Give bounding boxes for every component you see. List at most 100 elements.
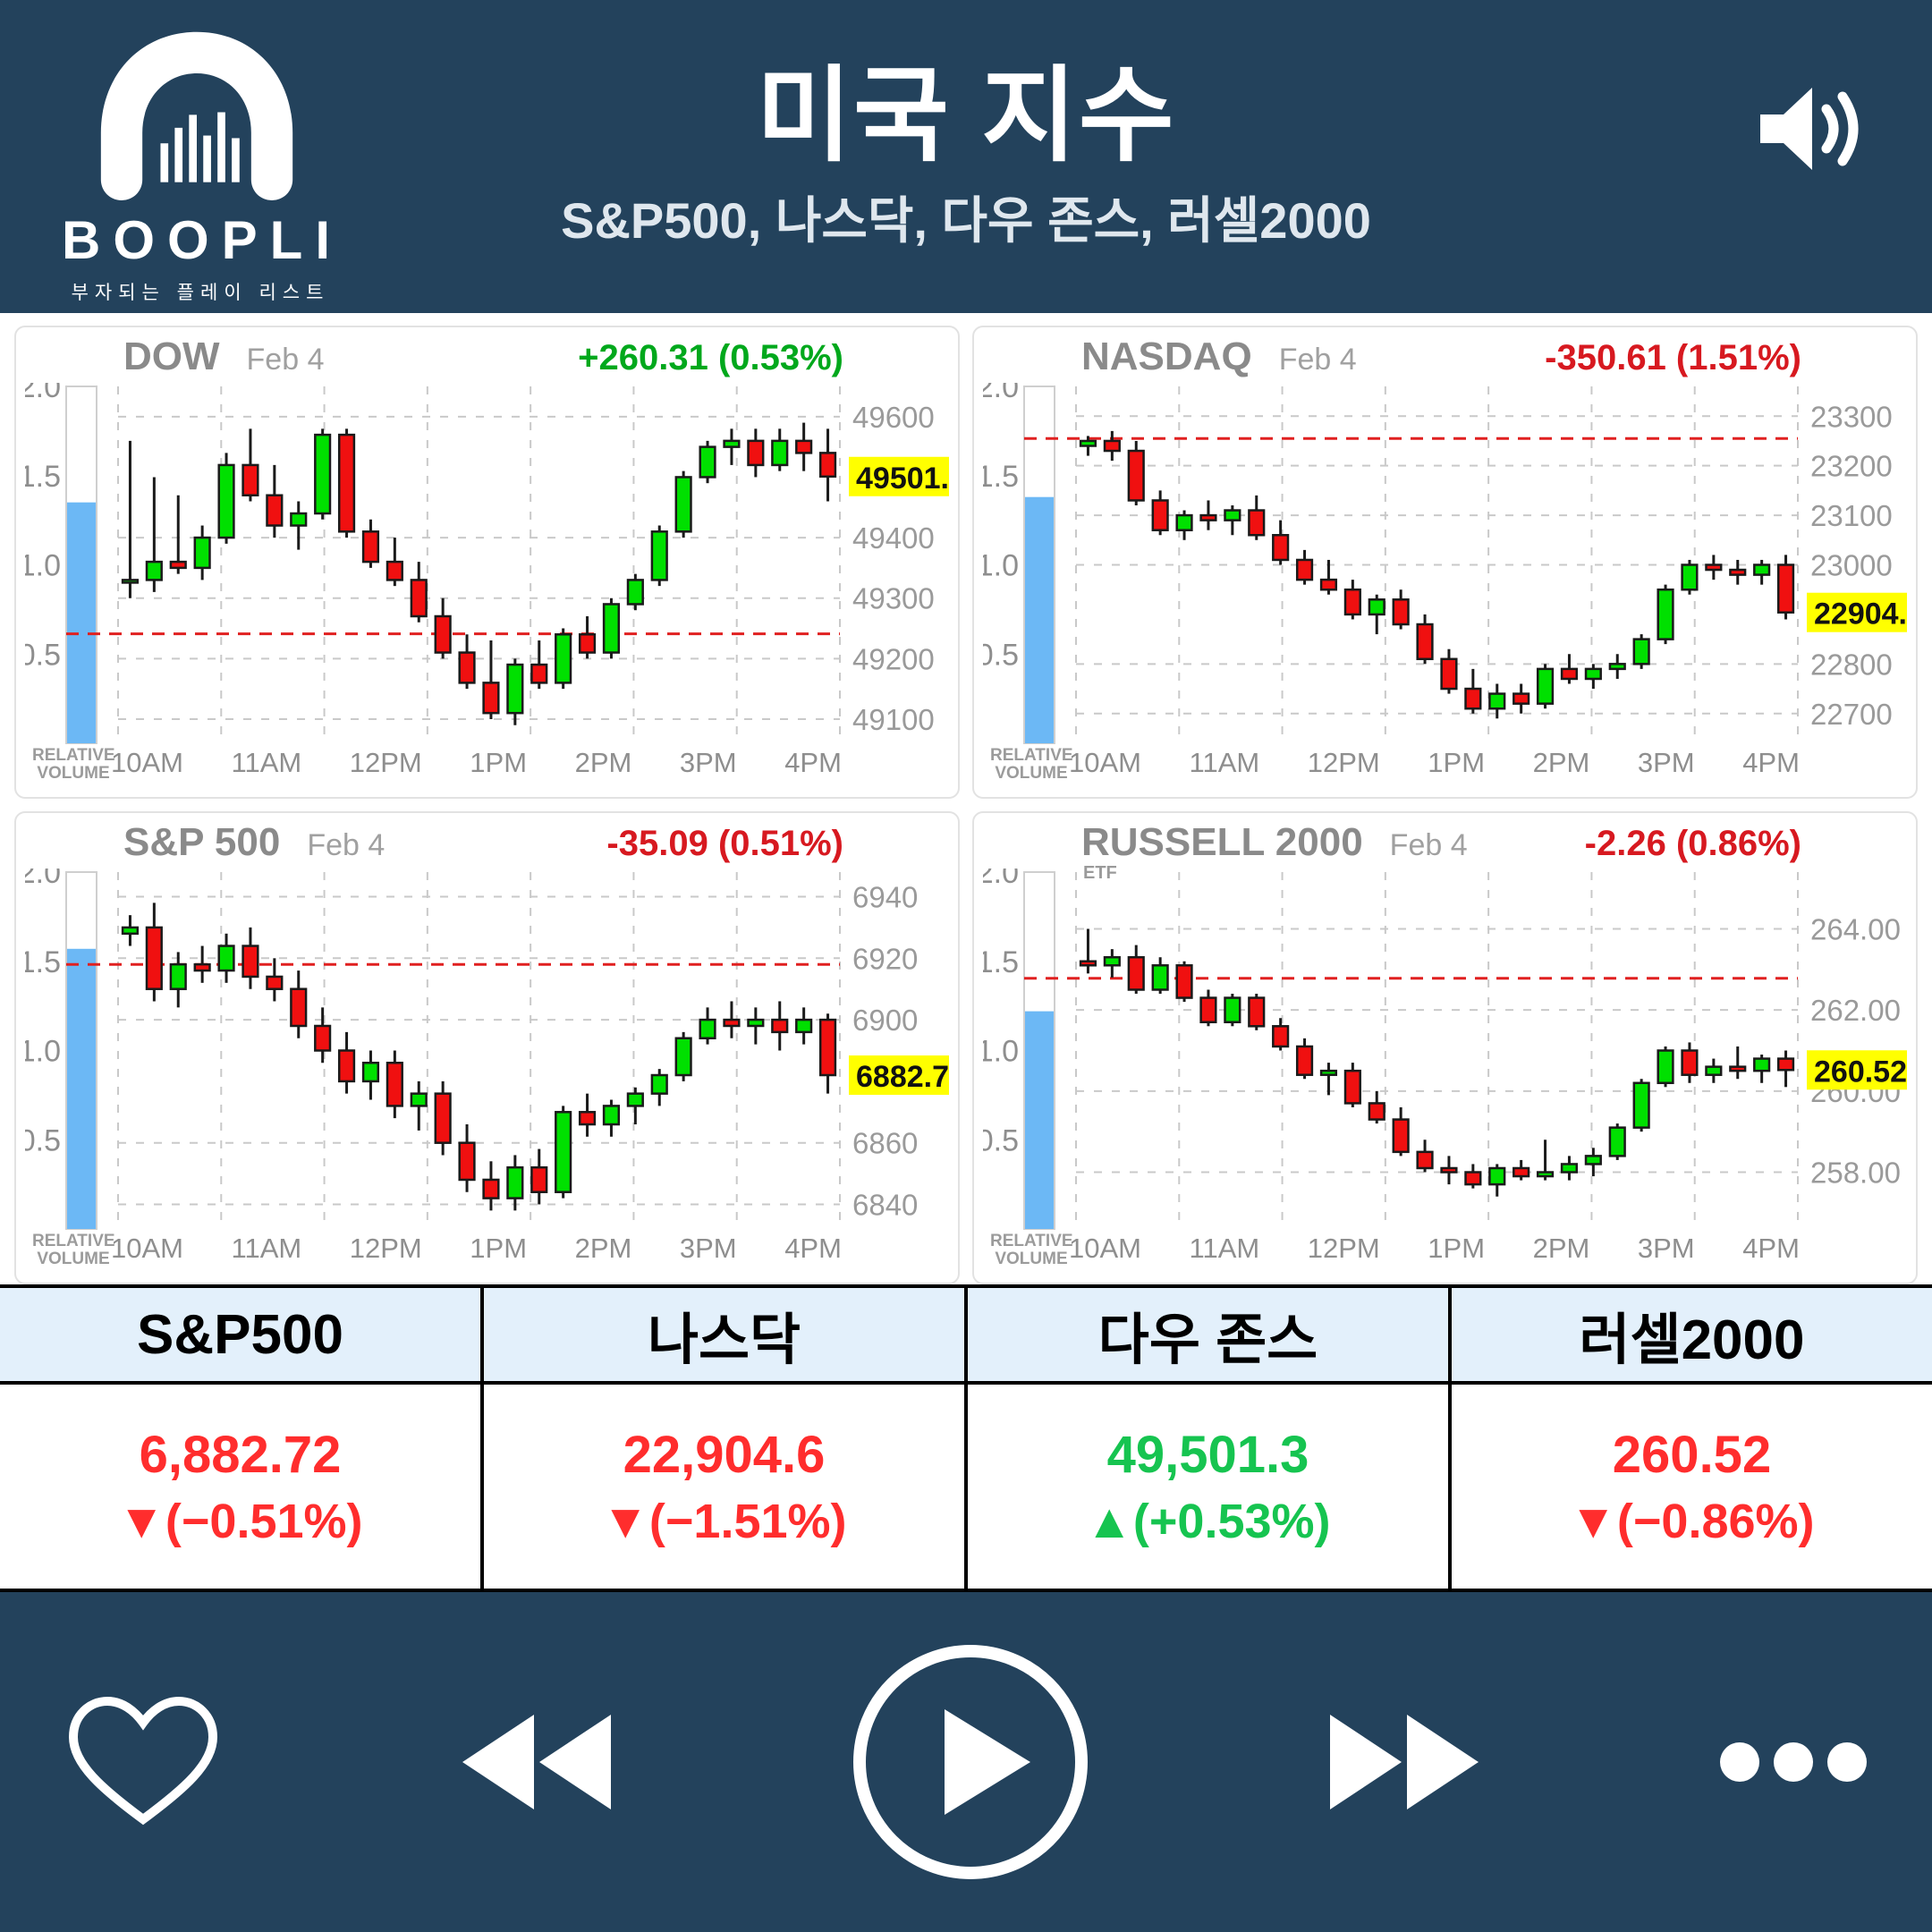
plot-area: 2.0 1.5 1.0 0.5 49600 49400 49300 49200 49100 495…: [25, 383, 949, 747]
relative-volume-label: RELATIVE VOLUME: [990, 746, 1073, 783]
svg-text:1.5: 1.5: [983, 460, 1019, 494]
panel-date: Feb 4: [246, 343, 325, 377]
svg-text:6840: 6840: [852, 1188, 918, 1221]
relative-volume-label: RELATIVE VOLUME: [990, 1232, 1073, 1268]
x-tick: 11AM: [231, 747, 302, 778]
x-tick: 12PM: [349, 1233, 422, 1264]
svg-text:22800: 22800: [1810, 648, 1893, 681]
table-header-cell: S&P500: [0, 1288, 480, 1381]
svg-text:2.0: 2.0: [25, 869, 61, 890]
table-row: 49,501.3 ▲(+0.53%): [968, 1385, 1448, 1589]
svg-text:2.0: 2.0: [983, 869, 1019, 890]
heart-icon: [68, 1696, 218, 1826]
chart-panel-russell2000[interactable]: RUSSELL 2000 Feb 4 -2.26 (0.86%) ETF 2.0…: [972, 811, 1918, 1284]
panel-change: +260.31 (0.53%): [578, 338, 843, 377]
x-tick: 1PM: [470, 1233, 528, 1264]
x-tick: 3PM: [679, 1233, 737, 1264]
relative-volume-label: RELATIVE VOLUME: [32, 746, 115, 783]
svg-text:49400: 49400: [852, 521, 935, 555]
candlestick-chart: 2.0 1.5 1.0 0.5 23300 23200 23100 23000 22800 227…: [983, 383, 1907, 744]
rewind-icon: [462, 1715, 611, 1809]
fast-forward-icon: [1330, 1715, 1479, 1809]
x-tick: 4PM: [784, 1233, 842, 1264]
x-tick: 3PM: [1637, 747, 1695, 778]
table-row: 22,904.6 ▼(−1.51%): [484, 1385, 964, 1589]
svg-text:260.52: 260.52: [1814, 1055, 1907, 1089]
table-value: 49,501.3: [1106, 1425, 1309, 1484]
next-button[interactable]: [1319, 1704, 1489, 1820]
x-tick: 12PM: [349, 747, 422, 778]
svg-text:0.5: 0.5: [983, 1123, 1019, 1157]
svg-text:0.5: 0.5: [25, 1123, 61, 1157]
candlestick-chart: 2.01.51.00.5264.00262.00260.00258.00260.…: [983, 869, 1907, 1230]
charts-grid: DOW Feb 4 +260.31 (0.53%) 2.0 1.5 1.0 0.5 49…: [0, 313, 1932, 1284]
x-tick: 2PM: [1532, 1233, 1590, 1264]
panel-date: Feb 4: [307, 828, 386, 862]
x-tick-list: 10AM 11AM 12PM 1PM 2PM 3PM 4PM: [1069, 747, 1800, 779]
svg-text:49300: 49300: [852, 582, 935, 615]
x-tick: 2PM: [1532, 747, 1590, 778]
panel-title: S&P 500: [123, 820, 281, 864]
more-button[interactable]: [1717, 1740, 1869, 1784]
x-tick: 12PM: [1307, 747, 1380, 778]
x-axis: RELATIVE VOLUME 10AM 11AM 12PM 1PM 2PM 3P…: [983, 1233, 1907, 1279]
table-change: ▼(−1.51%): [601, 1494, 847, 1548]
chart-panel-dow[interactable]: DOW Feb 4 +260.31 (0.53%) 2.0 1.5 1.0 0.5 49…: [14, 326, 960, 799]
svg-text:22904.6: 22904.6: [1814, 597, 1907, 631]
panel-header: DOW Feb 4 +260.31 (0.53%): [25, 335, 949, 383]
plot-area: 2.0 1.5 1.0 0.5 23300 23200 23100 23000 22800 227…: [983, 383, 1907, 747]
plot-area: 2.0 1.5 1.0 0.5 264.00 262.00 260.00 258.00 260.…: [983, 869, 1907, 1233]
svg-text:6920: 6920: [852, 942, 918, 975]
panel-subtitle: ETF: [1083, 863, 1117, 883]
table-row: 6,882.72 ▼(−0.51%): [0, 1385, 480, 1589]
x-tick: 4PM: [1742, 1233, 1800, 1264]
more-dots-icon: [1720, 1742, 1867, 1782]
svg-text:0.5: 0.5: [25, 638, 61, 672]
panel-change: -2.26 (0.86%): [1584, 824, 1801, 863]
svg-text:264.00: 264.00: [1810, 912, 1901, 945]
x-tick: 10AM: [1069, 1233, 1141, 1264]
x-tick: 11AM: [1189, 747, 1260, 778]
x-tick: 4PM: [784, 747, 842, 778]
x-tick: 11AM: [231, 1233, 302, 1264]
svg-text:1.5: 1.5: [983, 945, 1019, 979]
table-header-cell: 다우 존스: [968, 1288, 1448, 1381]
svg-text:258.00: 258.00: [1810, 1157, 1901, 1190]
like-button[interactable]: [63, 1690, 224, 1834]
x-axis: RELATIVE VOLUME 10AM 11AM 12PM 1PM 2PM 3P…: [25, 747, 949, 793]
play-button[interactable]: [850, 1641, 1091, 1883]
x-tick: 1PM: [470, 747, 528, 778]
svg-text:1.0: 1.0: [25, 1035, 61, 1069]
summary-table: S&P500 6,882.72 ▼(−0.51%) 나스닥 22,904.6 ▼…: [0, 1284, 1932, 1592]
x-tick: 2PM: [574, 1233, 632, 1264]
table-value: 22,904.6: [623, 1425, 826, 1484]
svg-text:23300: 23300: [1810, 400, 1893, 433]
table-column-sp500: S&P500 6,882.72 ▼(−0.51%): [0, 1288, 480, 1589]
table-change: ▼(−0.86%): [1569, 1494, 1815, 1548]
previous-button[interactable]: [452, 1704, 622, 1820]
table-value: 6,882.72: [139, 1425, 342, 1484]
chart-panel-sp500[interactable]: S&P 500 Feb 4 -35.09 (0.51%) 2.0 1.5 1.0 0.…: [14, 811, 960, 1284]
svg-text:0.5: 0.5: [983, 638, 1019, 672]
x-tick: 4PM: [1742, 747, 1800, 778]
svg-text:1.0: 1.0: [25, 549, 61, 583]
panel-header: NASDAQ Feb 4 -350.61 (1.51%): [983, 335, 1907, 383]
svg-text:22700: 22700: [1810, 698, 1893, 731]
brand-tagline: 부자되는 플레이 리스트: [71, 283, 330, 303]
table-row: 260.52 ▼(−0.86%): [1452, 1385, 1932, 1589]
candlestick-chart: 2.0 1.5 1.0 0.5 6940 6920 6900 6860 6840 6882.72: [25, 869, 949, 1230]
panel-change: -35.09 (0.51%): [606, 824, 843, 863]
panel-change: -350.61 (1.51%): [1545, 338, 1801, 377]
x-axis: RELATIVE VOLUME 10AM 11AM 12PM 1PM 2PM 3P…: [983, 747, 1907, 793]
headphones-waveform-logo: [100, 31, 293, 200]
x-tick: 10AM: [1069, 747, 1141, 778]
chart-panel-nasdaq[interactable]: NASDAQ Feb 4 -350.61 (1.51%) 2.0 1.5 1.0 0.…: [972, 326, 1918, 799]
brand-wordmark: BOOPLI: [61, 210, 343, 270]
play-icon: [853, 1645, 1088, 1879]
svg-text:2.0: 2.0: [25, 383, 61, 404]
table-column-dow: 다우 존스 49,501.3 ▲(+0.53%): [968, 1288, 1448, 1589]
panel-title: DOW: [123, 335, 220, 378]
svg-text:23100: 23100: [1810, 499, 1893, 532]
volume-button[interactable]: [1753, 79, 1869, 183]
svg-text:6860: 6860: [852, 1127, 918, 1160]
